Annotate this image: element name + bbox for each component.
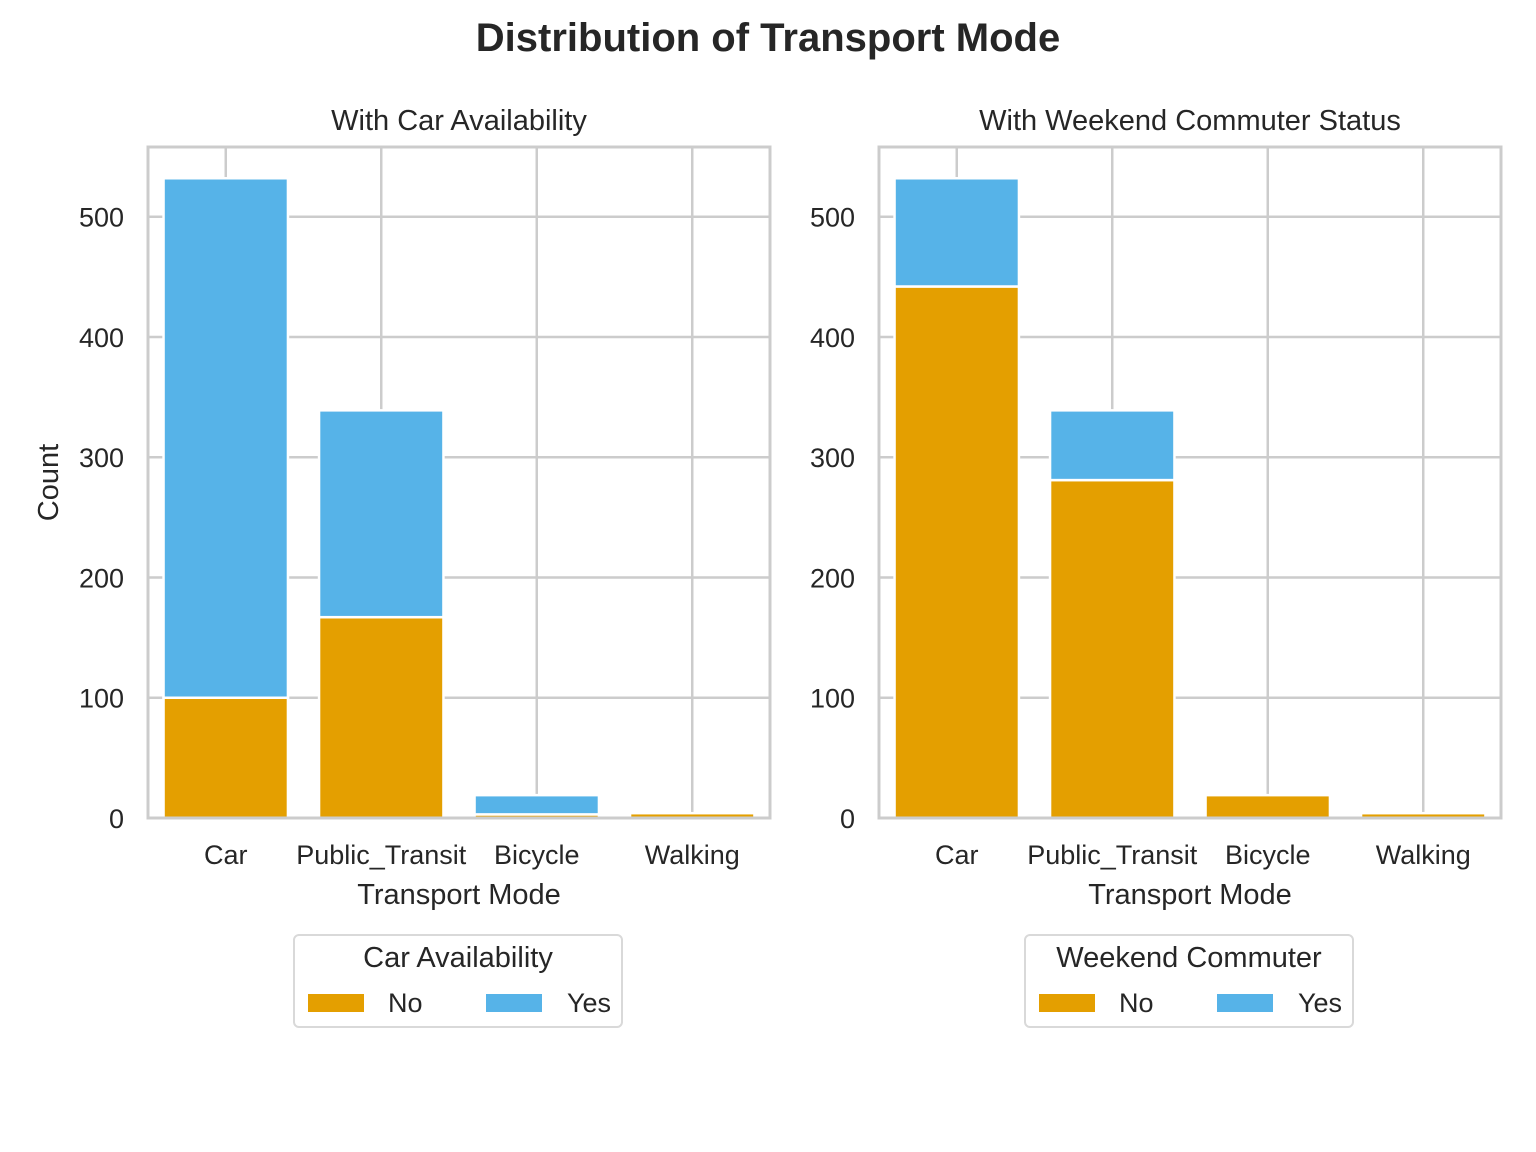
legend-title: Car Availability	[363, 942, 553, 974]
y-tick-label: 300	[79, 443, 124, 473]
y-tick-label: 100	[79, 684, 124, 714]
y-axis-label: Count	[33, 444, 65, 521]
y-tick-label: 500	[810, 203, 855, 233]
legend-label-yes: Yes	[567, 988, 612, 1018]
x-tick-label: Bicycle	[1225, 840, 1311, 870]
subplot-title: With Weekend Commuter Status	[979, 105, 1401, 137]
legend-swatch-yes	[1217, 994, 1273, 1012]
bar-no-public_transit	[1048, 478, 1176, 820]
bar-no-bicycle	[1204, 793, 1332, 820]
legend-swatch-no	[308, 994, 364, 1012]
legend-label-no: No	[388, 988, 423, 1018]
y-tick-label: 300	[810, 443, 855, 473]
bar-yes-car	[893, 177, 1021, 288]
bar-yes-car	[162, 177, 290, 699]
x-tick-label: Walking	[1376, 840, 1471, 870]
x-tick-label: Bicycle	[494, 840, 580, 870]
bar-yes-bicycle	[473, 793, 601, 816]
legend-weekend-commuter: Weekend Commuter No Yes	[1024, 934, 1354, 1028]
bar-yes-public_transit	[1048, 409, 1176, 482]
legend-label-no: No	[1119, 988, 1154, 1018]
figure-title: Distribution of Transport Mode	[475, 16, 1061, 60]
x-tick-label: Car	[204, 840, 248, 870]
y-tick-label: 200	[810, 563, 855, 593]
legend-title: Weekend Commuter	[1056, 942, 1322, 974]
x-axis-label: Transport Mode	[1088, 879, 1292, 911]
x-tick-label: Public_Transit	[296, 840, 467, 870]
y-tick-label: 400	[79, 323, 124, 353]
x-axis-label: Transport Mode	[357, 879, 561, 911]
legend-car-availability: Car Availability No Yes	[293, 934, 623, 1028]
x-tick-label: Car	[935, 840, 979, 870]
y-tick-label: 500	[79, 203, 124, 233]
bar-yes-public_transit	[317, 409, 445, 619]
subplot-title: With Car Availability	[331, 105, 587, 137]
legend-swatch-yes	[486, 994, 542, 1012]
y-tick-label: 0	[840, 804, 855, 834]
axes-frame	[146, 145, 772, 820]
x-tick-label: Public_Transit	[1027, 840, 1198, 870]
bar-no-car	[162, 696, 290, 820]
x-tick-label: Walking	[645, 840, 740, 870]
y-tick-label: 0	[109, 804, 124, 834]
legend-swatch-no	[1039, 994, 1095, 1012]
y-tick-label: 200	[79, 563, 124, 593]
y-tick-label: 100	[810, 684, 855, 714]
y-tick-label: 400	[810, 323, 855, 353]
bar-no-public_transit	[317, 615, 445, 820]
axes-frame	[877, 145, 1503, 820]
bar-no-car	[893, 285, 1021, 820]
legend-label-yes: Yes	[1298, 988, 1343, 1018]
